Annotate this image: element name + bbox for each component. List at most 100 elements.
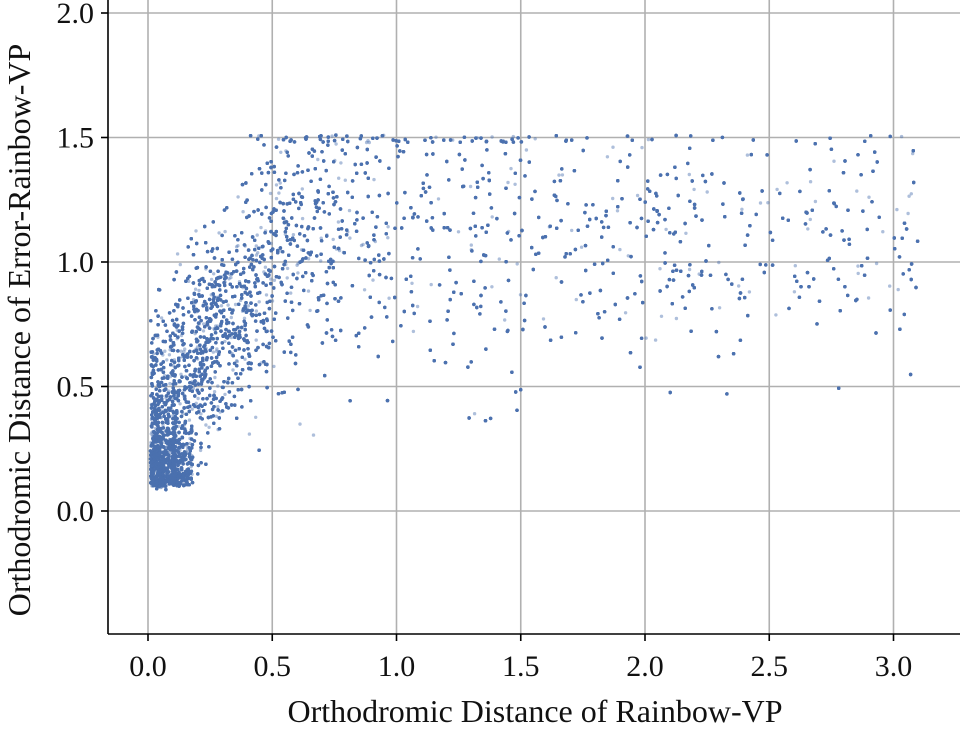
scatter-point [211, 350, 215, 354]
scatter-point [283, 232, 288, 236]
scatter-point [367, 140, 371, 145]
scatter-point [468, 184, 473, 189]
scatter-point [907, 194, 911, 198]
scatter-point [306, 257, 311, 261]
scatter-point [856, 264, 860, 268]
scatter-point [153, 447, 157, 451]
scatter-point [217, 296, 221, 300]
scatter-point [159, 435, 163, 440]
scatter-point [256, 251, 260, 255]
scatter-point [456, 230, 461, 234]
scatter-point [411, 329, 416, 334]
scatter-point [173, 374, 177, 379]
scatter-point [247, 432, 252, 436]
scatter-point [792, 290, 797, 294]
scatter-point [371, 278, 375, 282]
scatter-point [361, 242, 365, 247]
scatter-point [163, 451, 167, 456]
scatter-point [176, 424, 180, 429]
scatter-point [154, 450, 158, 455]
scatter-point [197, 408, 202, 412]
scatter-point [155, 459, 159, 464]
scatter-point [153, 474, 157, 479]
scatter-point [295, 263, 299, 267]
scatter-point [490, 135, 494, 139]
scatter-point [166, 454, 170, 458]
scatter-point [490, 215, 494, 219]
scatter-point [579, 245, 584, 249]
scatter-point [165, 358, 169, 362]
scatter-point [199, 412, 203, 416]
scatter-point [159, 409, 163, 413]
scatter-point [506, 180, 510, 185]
scatter-point [343, 178, 347, 182]
scatter-point [192, 301, 197, 305]
scatter-point [180, 355, 184, 359]
scatter-point [183, 374, 188, 379]
scatter-point [336, 220, 341, 224]
scatter-point [164, 396, 168, 400]
scatter-point [640, 145, 644, 150]
scatter-point [168, 457, 172, 461]
scatter-point [159, 415, 163, 420]
scatter-point [243, 357, 247, 361]
scatter-point [167, 353, 172, 357]
scatter-point [171, 363, 176, 368]
scatter-point [190, 407, 194, 411]
scatter-point [243, 244, 247, 248]
scatter-point [215, 347, 219, 351]
scatter-point [230, 353, 235, 357]
scatter-point [319, 236, 323, 240]
scatter-point [217, 231, 221, 235]
scatter-point [181, 424, 185, 428]
scatter-point [182, 395, 186, 399]
scatter-point [162, 430, 167, 434]
scatter-point [855, 189, 859, 193]
scatter-point [159, 485, 163, 490]
scatter-point [174, 464, 178, 469]
scatter-point [518, 293, 523, 297]
scatter-point [151, 429, 156, 434]
scatter-point [185, 444, 189, 448]
scatter-point [793, 264, 797, 268]
scatter-point [187, 279, 191, 283]
scatter-point [254, 338, 258, 342]
scatter-point [150, 411, 155, 415]
scatter-point [236, 331, 240, 336]
scatter-point [197, 322, 202, 326]
scatter-point [174, 457, 178, 462]
scatter-point [515, 262, 519, 266]
scatter-point [906, 211, 910, 216]
scatter-point [226, 303, 230, 307]
scatter-point [152, 434, 156, 438]
scatter-point [436, 197, 441, 201]
scatter-point [191, 298, 196, 302]
scatter-point [242, 316, 247, 320]
scatter-point [745, 153, 750, 157]
scatter-point [415, 304, 420, 309]
scatter-point [775, 187, 779, 192]
scatter-point [149, 444, 153, 449]
scatter-point [687, 267, 692, 272]
scatter-point [193, 331, 197, 336]
scatter-point [296, 271, 300, 275]
scatter-point [149, 478, 154, 483]
scatter-point [150, 480, 155, 484]
scatter-point [623, 311, 628, 315]
scatter-point [187, 418, 192, 422]
scatter-point [182, 481, 186, 485]
scatter-point [236, 244, 240, 248]
scatter-point [152, 452, 156, 456]
scatter-point [895, 207, 899, 212]
scatter-point [166, 411, 170, 416]
scatter-point [181, 477, 185, 482]
scatter-point [334, 142, 338, 146]
scatter-point [175, 328, 179, 332]
scatter-point [162, 373, 167, 378]
scatter-point [155, 452, 159, 456]
scatter-point [874, 261, 879, 266]
scatter-point [490, 285, 494, 289]
scatter-point [240, 309, 245, 313]
scatter-point [300, 216, 305, 221]
scatter-point [306, 289, 311, 293]
